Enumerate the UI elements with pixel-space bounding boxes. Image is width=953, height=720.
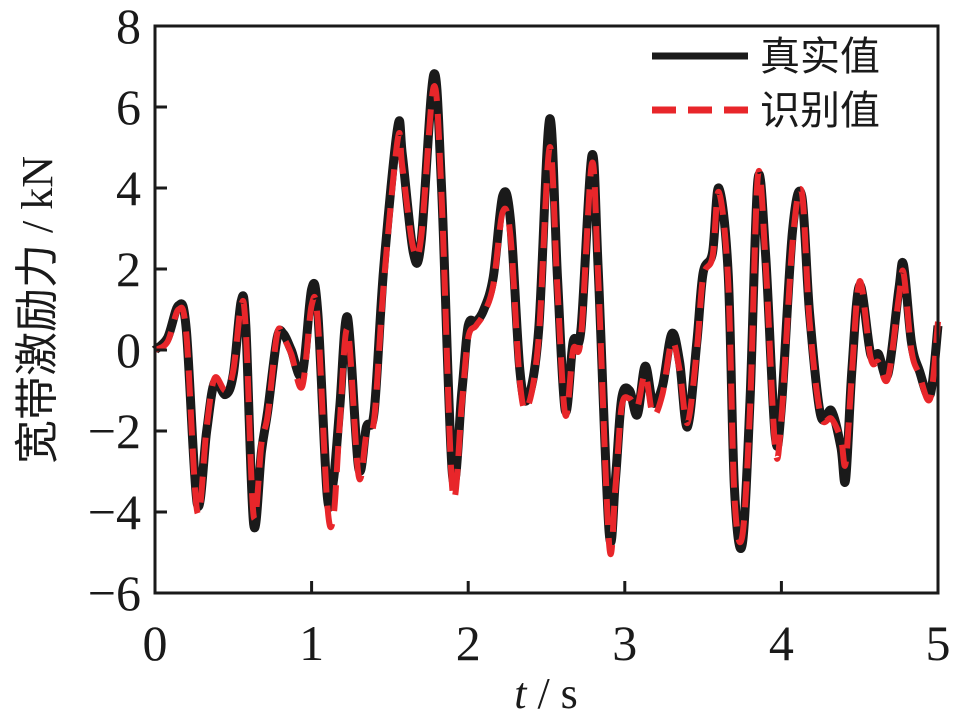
y-tick-label: −4 <box>88 484 141 540</box>
x-axis-title-unit: / s <box>526 669 577 715</box>
x-tick-label: 4 <box>769 615 794 671</box>
x-tick-label: 5 <box>926 615 951 671</box>
legend-label-identified: 识别值 <box>760 88 880 133</box>
plot-frame <box>153 24 940 595</box>
x-tick-label: 1 <box>299 615 324 671</box>
series-line-identified <box>153 83 941 557</box>
x-tick-label: 0 <box>143 615 168 671</box>
x-axis-title: t / s <box>514 669 578 715</box>
legend: 真实值 识别值 <box>652 34 880 133</box>
x-axis-title-italic: t <box>514 669 528 715</box>
y-tick-label: −6 <box>88 565 141 621</box>
series-layer <box>151 69 943 557</box>
legend-label-true: 真实值 <box>760 34 880 79</box>
y-tick-label: 4 <box>116 160 141 216</box>
y-tick-label: −2 <box>88 403 141 459</box>
y-tick-label: 6 <box>116 79 141 135</box>
y-tick-label: 2 <box>116 241 141 297</box>
x-tick-label: 2 <box>456 615 481 671</box>
y-axis-title: 宽带激励力 / kN <box>13 156 62 464</box>
x-tick-label: 3 <box>612 615 637 671</box>
y-tick-label: 0 <box>116 322 141 378</box>
ticks-layer: 0 1 2 3 4 5 −6 −4 −2 0 2 4 6 8 <box>88 0 951 671</box>
y-tick-label: 8 <box>116 0 141 54</box>
